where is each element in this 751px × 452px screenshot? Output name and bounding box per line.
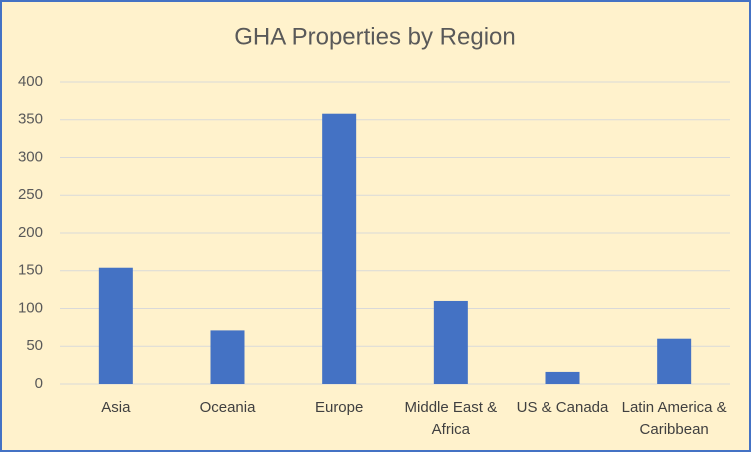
bar (545, 371, 580, 384)
bar (210, 330, 245, 384)
y-tick-label: 350 (18, 111, 43, 128)
y-tick-label: 50 (26, 337, 43, 354)
bar (657, 338, 692, 384)
y-tick-label: 0 (35, 375, 43, 392)
x-tick-label: Oceania (199, 399, 256, 416)
y-tick-label: 100 (18, 299, 43, 316)
y-tick-label: 150 (18, 262, 43, 279)
x-tick-label: Asia (101, 399, 131, 416)
y-tick-label: 400 (18, 73, 43, 90)
y-tick-label: 300 (18, 148, 43, 165)
bar (98, 267, 133, 384)
x-tick-label: Europe (314, 399, 364, 416)
bar (433, 300, 468, 384)
x-tick-label: Middle East & Africa (404, 399, 498, 438)
y-tick-label: 250 (18, 186, 43, 203)
x-tick-label: US & Canada (516, 399, 609, 416)
x-tick-label: Latin America & Caribbean (621, 399, 727, 438)
chart-title: GHA Properties by Region (234, 23, 515, 50)
bar (322, 113, 357, 385)
y-tick-label: 200 (18, 224, 43, 241)
